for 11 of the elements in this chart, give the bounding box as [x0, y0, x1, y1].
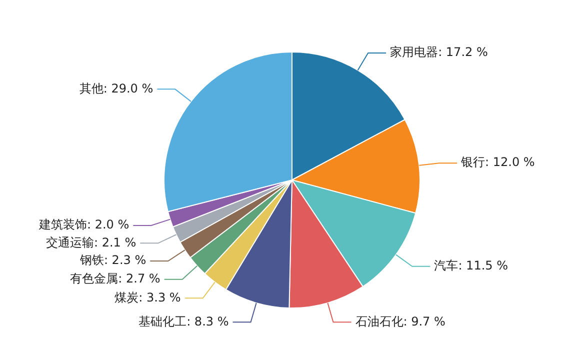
slice-label: 煤炭: 3.3 %	[114, 290, 181, 304]
slice-label: 建筑装饰: 2.0 %	[38, 218, 130, 232]
slice-label: 汽车: 11.5 %	[434, 258, 508, 272]
slice-label: 其他: 29.0 %	[79, 81, 154, 96]
slice-label: 交通运输: 2.1 %	[46, 235, 136, 250]
slice-label: 有色金属: 2.7 %	[70, 271, 160, 286]
slice-label: 钢铁: 2.3 %	[78, 253, 146, 268]
slice-label: 石油石化: 9.7 %	[355, 314, 446, 328]
slice-label: 家用电器: 17.2 %	[390, 45, 488, 60]
slice-label: 银行: 12.0 %	[460, 155, 535, 170]
slice-label: 基础化工: 8.3 %	[138, 314, 229, 328]
